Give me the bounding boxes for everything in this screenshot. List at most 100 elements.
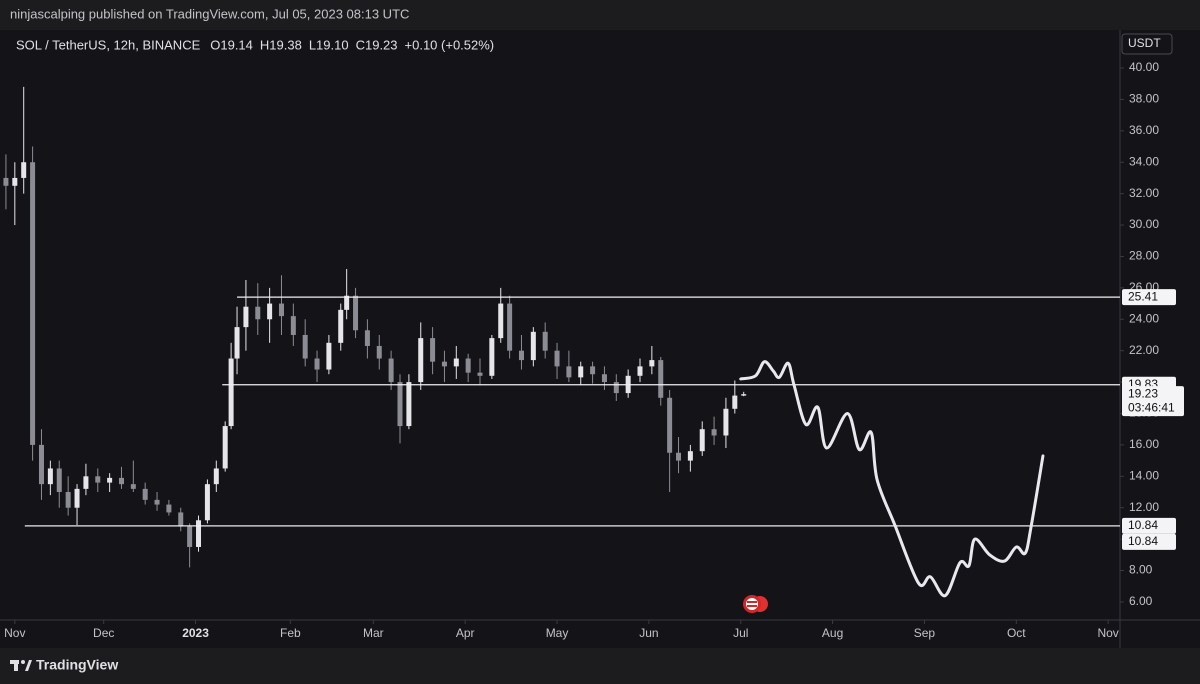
header-bar — [0, 0, 1200, 30]
y-tick-label: 22.00 — [1129, 343, 1159, 357]
x-tick-label: Apr — [456, 626, 475, 640]
footer-bar — [0, 648, 1200, 684]
candle-body — [699, 429, 705, 452]
y-tick-label: 34.00 — [1129, 154, 1159, 168]
candle-body — [166, 504, 172, 513]
candle-body — [658, 360, 664, 398]
candle-body — [578, 366, 584, 378]
x-tick-label: Aug — [822, 626, 843, 640]
y-tick-label: 16.00 — [1129, 437, 1159, 451]
candle-body — [154, 499, 160, 505]
x-tick-label: Oct — [1007, 626, 1026, 640]
candle-body — [12, 177, 18, 186]
candle-body — [30, 162, 36, 445]
x-tick-label: 2023 — [182, 626, 209, 640]
flag-inner — [746, 598, 758, 610]
candle-body — [21, 162, 27, 178]
x-tick-label: Nov — [1097, 626, 1118, 640]
candle-body — [741, 394, 747, 396]
candle-body — [38, 444, 44, 485]
candle-body — [290, 316, 296, 335]
logo-part — [14, 660, 18, 671]
level-tag — [1122, 289, 1176, 306]
candle-body — [477, 372, 483, 376]
flag-stripe — [747, 605, 757, 607]
candle-body — [376, 345, 382, 359]
level-tag-label: 10.84 — [1128, 534, 1158, 548]
candle-body — [196, 520, 202, 547]
candle-body — [187, 526, 193, 547]
y-tick-label: 32.00 — [1129, 186, 1159, 200]
y-tick-label: 30.00 — [1129, 217, 1159, 231]
candle-body — [222, 426, 228, 469]
candle-body — [667, 397, 673, 453]
candle-body — [430, 338, 436, 362]
y-tick-label: 24.00 — [1129, 311, 1159, 325]
y-tick-label: 12.00 — [1129, 500, 1159, 514]
brand-logo[interactable]: TradingView — [10, 657, 118, 673]
level-tag — [1122, 517, 1176, 534]
symbol-title: SOL / TetherUS, 12h, BINANCE — [16, 37, 201, 52]
x-tick-label: Jul — [733, 626, 748, 640]
x-tick-label: Sep — [914, 626, 936, 640]
candle-body — [267, 303, 273, 320]
x-tick-label: Jun — [639, 626, 658, 640]
currency-box[interactable] — [1121, 33, 1173, 55]
candle-body — [498, 303, 504, 339]
candle-body — [388, 358, 394, 383]
candle-body — [687, 451, 693, 461]
candle-body — [74, 488, 80, 508]
candle-body — [228, 358, 234, 427]
candle-body — [344, 295, 350, 310]
candle-body — [418, 338, 424, 383]
candle-body — [364, 330, 370, 346]
level-tag-label: 10.84 — [1128, 518, 1158, 532]
countdown: 03:46:41 — [1128, 400, 1175, 414]
last-price-tag — [1122, 386, 1184, 417]
candle-body — [441, 361, 447, 367]
x-tick-label: Mar — [363, 626, 384, 640]
candle-body — [278, 303, 284, 317]
candle-body — [302, 334, 308, 359]
logo-part — [25, 660, 32, 671]
candle-body — [489, 338, 495, 376]
y-tick-label: 38.00 — [1129, 92, 1159, 106]
projection-line — [739, 360, 1045, 598]
x-tick-label: Dec — [93, 626, 114, 640]
ohlc-value: +0.10 (+0.52%) — [405, 37, 495, 52]
candle-body — [732, 395, 738, 409]
candle-body — [465, 358, 471, 373]
y-tick-label: 40.00 — [1129, 60, 1159, 74]
y-tick-label: 8.00 — [1129, 563, 1153, 577]
event-flag[interactable] — [743, 595, 768, 613]
candle-body — [711, 429, 717, 436]
y-tick-label: 36.00 — [1129, 123, 1159, 137]
candle-body — [676, 452, 682, 461]
candle-body — [65, 492, 71, 508]
candle-body — [326, 342, 332, 370]
x-tick-label: May — [546, 626, 569, 640]
candle-body — [613, 382, 619, 394]
candle-body — [255, 306, 261, 320]
candle-body — [204, 484, 210, 521]
candle-body — [649, 360, 655, 367]
candle-body — [518, 350, 524, 361]
candle-body — [353, 295, 359, 331]
candle-body — [142, 488, 148, 500]
candle-body — [107, 477, 113, 483]
y-tick-label: 14.00 — [1129, 468, 1159, 482]
candle-body — [554, 350, 560, 367]
logo-part — [21, 660, 25, 664]
candle-body — [243, 306, 249, 328]
candle-body — [530, 331, 536, 361]
candle-body — [95, 476, 101, 483]
y-tick-label: 6.00 — [1129, 594, 1153, 608]
ohlc-value: O19.14 — [210, 37, 253, 52]
candle-body — [406, 382, 412, 427]
candle-body — [47, 468, 53, 485]
candle-body — [723, 408, 729, 436]
candle-body — [397, 382, 403, 427]
flag-stripe — [747, 601, 757, 603]
candle-body — [178, 512, 184, 527]
